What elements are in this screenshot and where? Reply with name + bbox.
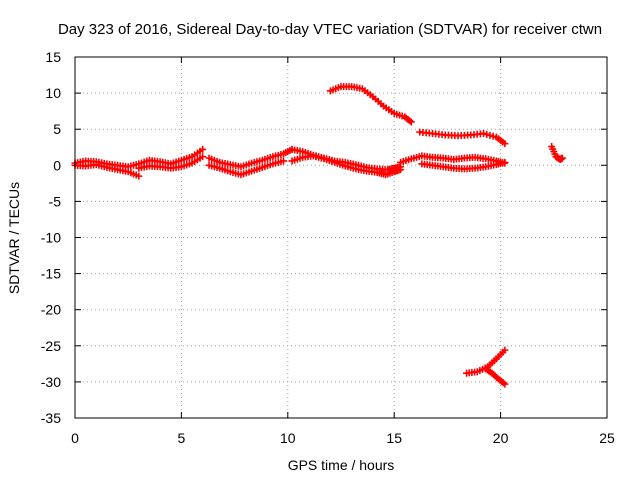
series-arc-2-upper xyxy=(205,145,296,171)
data-point xyxy=(135,172,143,180)
x-tick-label: 5 xyxy=(178,430,186,446)
x-tick-labels: 0 5 10 15 20 25 xyxy=(71,430,615,446)
data-point xyxy=(486,131,494,139)
y-tick-label: -5 xyxy=(49,193,62,209)
x-tick-label: 10 xyxy=(280,430,296,446)
y-tick-labels: 15 10 5 0 -5 -10 -15 -20 -25 -30 -35 xyxy=(41,49,61,426)
grid-lines xyxy=(75,57,607,418)
x-tick-label: 25 xyxy=(599,430,615,446)
data-point xyxy=(199,145,207,153)
series-arc-5 xyxy=(326,83,415,126)
data-point xyxy=(501,140,509,148)
chart-title: Day 323 of 2016, Sidereal Day-to-day VTE… xyxy=(58,21,602,38)
series-arc-1-mid xyxy=(135,153,207,172)
series-arc-4-lower xyxy=(418,158,509,173)
y-axis-label: SDTVAR / TECUs xyxy=(6,182,22,294)
y-tick-label: 10 xyxy=(45,85,61,101)
y-tick-label: -20 xyxy=(41,302,61,318)
data-point xyxy=(501,346,509,354)
series-arc-9 xyxy=(482,365,509,388)
data-point xyxy=(407,118,415,126)
data-point xyxy=(501,380,509,388)
data-point xyxy=(280,157,288,165)
series-arc-7 xyxy=(548,143,566,164)
y-tick-label: 5 xyxy=(53,121,61,137)
y-tick-label: -30 xyxy=(41,374,61,390)
data-point xyxy=(489,132,497,140)
x-tick-label: 15 xyxy=(386,430,402,446)
x-tick-label: 0 xyxy=(71,430,79,446)
y-tick-label: -25 xyxy=(41,338,61,354)
data-point xyxy=(558,154,566,162)
y-tick-label: -35 xyxy=(41,410,61,426)
x-tick-label: 20 xyxy=(493,430,509,446)
data-point xyxy=(501,158,509,166)
data-point xyxy=(199,153,207,161)
series-arc-6 xyxy=(416,128,509,148)
y-tick-label: 15 xyxy=(45,49,61,65)
y-tick-label: -10 xyxy=(41,230,61,246)
data-point xyxy=(480,130,488,138)
y-tick-label: -15 xyxy=(41,266,61,282)
plot-frame xyxy=(74,56,608,419)
data-series xyxy=(71,83,566,388)
y-tick-label: 0 xyxy=(53,157,61,173)
data-point xyxy=(397,166,405,174)
series-arc-3-lower xyxy=(288,152,405,179)
data-point xyxy=(483,130,491,138)
x-axis-label: GPS time / hours xyxy=(288,457,395,473)
series-arc-4-upper xyxy=(397,152,509,167)
series-arc-2-lower xyxy=(205,157,288,179)
